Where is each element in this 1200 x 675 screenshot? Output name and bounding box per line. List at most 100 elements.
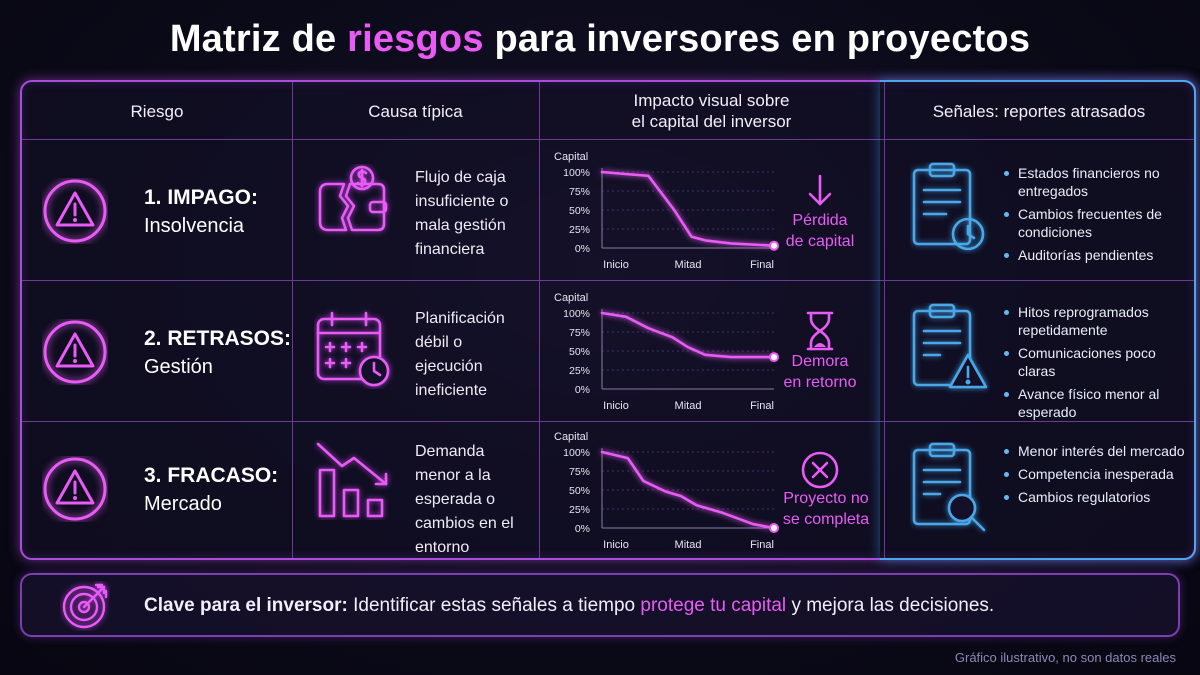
key-takeaway-highlight: protege tu capital xyxy=(640,595,787,616)
header-signals: Señales: reportes atrasados xyxy=(932,101,1146,121)
chart-ytick-label: 50% xyxy=(569,346,590,358)
chart-ytick-label: 75% xyxy=(569,186,590,198)
risk-subtitle: Insolvencia xyxy=(144,215,245,237)
chart-xtick-label: Final xyxy=(750,259,774,271)
signal-item: Estados financieros no entregados xyxy=(1000,164,1196,200)
warning-triangle-icon xyxy=(43,320,107,384)
warning-triangle-icon xyxy=(43,457,107,521)
page-title: Matriz de riesgos para inversores en pro… xyxy=(0,18,1200,61)
risk-title: 3. FRACASO: xyxy=(144,464,279,487)
risk-row: 1. IMPAGO: Insolvencia Flujo de caja ins… xyxy=(22,140,1194,280)
broken-wallet-icon xyxy=(318,165,388,232)
chart-xtick-label: Inicio xyxy=(603,259,629,271)
chart-ytick-label: 75% xyxy=(569,466,590,478)
title-accent: riesgos xyxy=(347,18,484,60)
column-divider xyxy=(539,82,540,558)
capital-line-chart: Capital 100% 75% 50% 25% 0% Inicio Mitad Final xyxy=(554,151,779,271)
header-impact-line2: el capital del inversor xyxy=(631,112,792,131)
cause-text: Demanda menor a la esperada o cambios en… xyxy=(415,443,514,556)
declining-bars-icon xyxy=(316,442,388,518)
calendar-clock-icon xyxy=(316,311,390,387)
chart-ytick-label: 25% xyxy=(569,365,590,377)
signals-list: Estados financieros no entregados Cambio… xyxy=(1000,164,1196,269)
risk-subtitle: Mercado xyxy=(144,493,222,515)
chart-ylabel: Capital xyxy=(554,292,588,304)
signals-list: Hitos reprogramados repetidamente Comuni… xyxy=(1000,303,1196,426)
chart-xtick-label: Mitad xyxy=(675,259,702,271)
x-circle-icon xyxy=(801,451,839,489)
chart-ytick-label: 100% xyxy=(563,308,590,320)
chart-end-point xyxy=(769,523,779,533)
chart-ytick-label: 75% xyxy=(569,327,590,339)
signal-item: Menor interés del mercado xyxy=(1000,442,1196,460)
impact-label-line1: Demora xyxy=(791,353,849,370)
row-divider xyxy=(22,139,1194,140)
chart-ylabel: Capital xyxy=(554,151,588,163)
target-icon xyxy=(62,583,108,629)
risk-row: 2. RETRASOS: Gestión Planificación débil… xyxy=(22,281,1194,421)
column-divider xyxy=(292,82,293,558)
impact-label: Demora en retorno xyxy=(760,351,880,393)
arrow-down-icon xyxy=(808,174,832,206)
cause-text: Flujo de caja insuficiente o mala gestió… xyxy=(415,169,509,258)
key-takeaway-part1: Identificar estas señales a tiempo xyxy=(353,595,636,616)
chart-ytick-label: 0% xyxy=(575,243,590,255)
chart-xtick-label: Final xyxy=(750,400,774,412)
key-takeaway-banner: Clave para el inversor: Identificar esta… xyxy=(20,573,1180,637)
cause-text: Planificación débil o ejecución ineficie… xyxy=(415,310,505,399)
signal-item: Cambios frecuentes de condiciones xyxy=(1000,205,1196,241)
hourglass-icon xyxy=(806,311,834,351)
key-takeaway-label: Clave para el inversor: xyxy=(144,595,348,616)
risk-row: 3. FRACASO: Mercado Demanda menor a la e… xyxy=(22,422,1194,558)
impact-label-line2: de capital xyxy=(785,233,855,250)
impact-label-line2: en retorno xyxy=(783,374,857,391)
chart-xtick-label: Inicio xyxy=(603,400,629,412)
key-takeaway-text: Clave para el inversor: Identificar esta… xyxy=(144,595,994,617)
chart-xtick-label: Inicio xyxy=(603,539,629,551)
row-divider xyxy=(22,280,1194,281)
signals-list: Menor interés del mercado Competencia in… xyxy=(1000,442,1196,511)
header-impact-line1: Impacto visual sobre xyxy=(633,91,790,110)
title-part1: Matriz de xyxy=(169,18,337,60)
chart-series-line xyxy=(600,450,776,530)
capital-line-chart: Capital 100% 75% 50% 25% 0% Inicio Mitad Final xyxy=(554,431,779,551)
chart-xtick-label: Mitad xyxy=(675,400,702,412)
risk-title: 2. RETRASOS: xyxy=(144,327,292,350)
risk-title: 1. IMPAGO: xyxy=(144,186,258,209)
signal-item: Avance físico menor al esperado xyxy=(1000,385,1196,421)
column-divider xyxy=(884,82,885,558)
header-impact: Impacto visual sobre el capital del inve… xyxy=(539,82,884,140)
header-risk: Riesgo xyxy=(130,101,184,121)
chart-end-point xyxy=(769,240,779,251)
chart-ytick-label: 50% xyxy=(569,485,590,497)
chart-series-line xyxy=(600,170,776,247)
impact-label-line2: se completa xyxy=(782,511,870,528)
title-part2: para inversores en proyectos xyxy=(494,18,1031,60)
chart-end-point xyxy=(769,352,779,363)
clipboard-search-icon xyxy=(912,442,986,532)
signal-item: Competencia inesperada xyxy=(1000,465,1196,483)
chart-ytick-label: 100% xyxy=(563,447,590,459)
chart-ytick-label: 0% xyxy=(575,384,590,396)
impact-label: Pérdida de capital xyxy=(760,210,880,252)
key-takeaway-part2: y mejora las decisiones. xyxy=(791,595,995,616)
signal-item: Cambios regulatorios xyxy=(1000,488,1196,506)
impact-label-line1: Pérdida xyxy=(792,212,848,229)
row-divider xyxy=(22,421,1194,422)
risk-subtitle: Gestión xyxy=(144,356,213,378)
impact-label-line1: Proyecto no xyxy=(783,490,869,507)
chart-ylabel: Capital xyxy=(554,431,588,443)
signal-item: Comunicaciones poco claras xyxy=(1000,344,1196,380)
chart-ytick-label: 50% xyxy=(569,205,590,217)
chart-xtick-label: Final xyxy=(750,539,774,551)
impact-label: Proyecto no se completa xyxy=(766,488,886,530)
signal-item: Auditorías pendientes xyxy=(1000,246,1196,264)
capital-line-chart: Capital 100% 75% 50% 25% 0% Inicio Mitad Final xyxy=(554,292,779,412)
risk-matrix-table: Riesgo Causa típica Impacto visual sobre… xyxy=(20,80,1196,560)
header-cause: Causa típica xyxy=(368,101,463,121)
clipboard-clock-icon xyxy=(912,162,985,251)
chart-ytick-label: 0% xyxy=(575,523,590,535)
chart-ytick-label: 100% xyxy=(563,167,590,179)
chart-series-line xyxy=(600,311,776,359)
chart-ytick-label: 25% xyxy=(569,504,590,516)
